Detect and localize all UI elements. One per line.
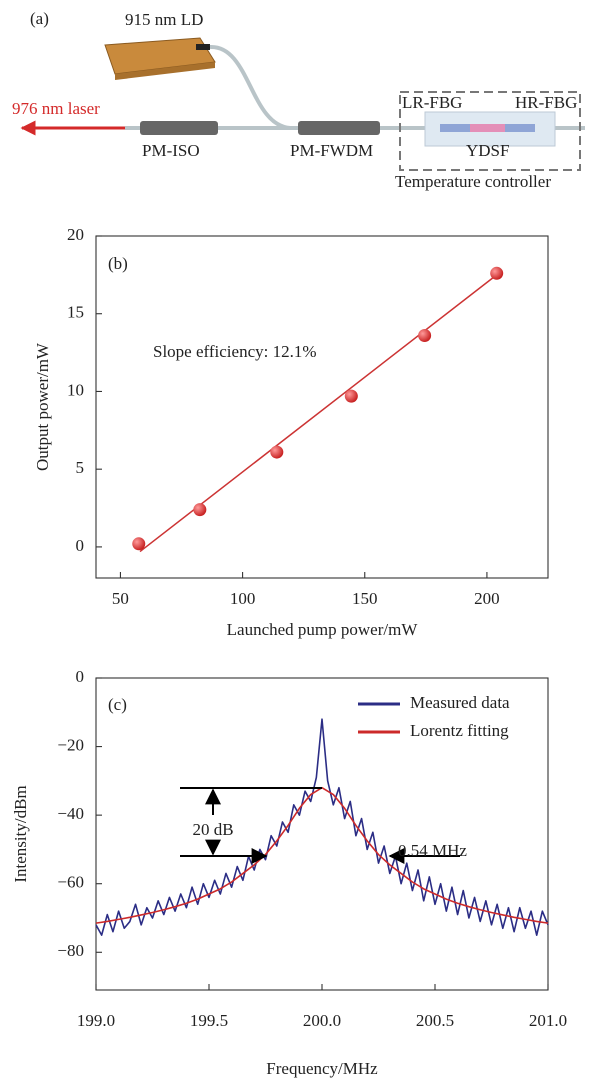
annotation: 0.54 MHz [398, 841, 467, 860]
annotation: 20 dB [192, 820, 233, 839]
data-point [490, 266, 504, 280]
x-tick-label: 50 [112, 589, 129, 608]
y-tick-label: 0 [76, 667, 85, 686]
pump-diode-base [115, 62, 215, 80]
x-tick-label: 200.0 [303, 1011, 341, 1030]
panel-label: (c) [108, 695, 127, 714]
pump-label: 915 nm LD [125, 10, 203, 29]
pump-connector [196, 44, 210, 50]
y-tick-label: 0 [76, 536, 85, 555]
legend-label: Lorentz fitting [410, 721, 509, 740]
y-axis-title: Intensity/dBm [11, 785, 30, 882]
panel-label: (a) [30, 9, 49, 28]
y-tick-label: 10 [67, 380, 84, 399]
pump-fiber [209, 44, 291, 130]
x-tick-label: 199.0 [77, 1011, 115, 1030]
x-tick-label: 200 [474, 589, 500, 608]
hr-fbg-label: HR-FBG [515, 93, 577, 112]
lr-fbg [440, 124, 470, 132]
data-point [132, 537, 146, 551]
x-tick-label: 199.5 [190, 1011, 228, 1030]
y-tick-label: −80 [57, 941, 84, 960]
doped-fiber [470, 124, 505, 132]
controller-box [399, 91, 581, 171]
data-line [95, 786, 549, 924]
y-tick-label: −60 [57, 873, 84, 892]
y-tick-label: −20 [57, 735, 84, 754]
hr-fbg [505, 124, 535, 132]
linewidth-markers: 20 dB 20 dB 0.54 MHz [180, 787, 467, 864]
isolator-label: PM-ISO [142, 141, 200, 160]
x-tick-label: 100 [230, 589, 256, 608]
data-point [344, 389, 358, 403]
controller-label: Temperature controller [395, 172, 551, 191]
x-tick-label: 201.0 [529, 1011, 567, 1030]
data-line [95, 718, 549, 936]
panel-label: (b) [108, 254, 128, 273]
x-tick-label: 150 [352, 589, 378, 608]
x-axis-title: Launched pump power/mW [227, 620, 419, 639]
legend-label: Measured data [410, 693, 510, 712]
y-tick-label: 20 [67, 225, 84, 244]
fiber-label: YDSF [466, 141, 509, 160]
x-axis-title: Frequency/MHz [266, 1059, 378, 1078]
data-point [193, 503, 207, 517]
output-label: 976 nm laser [12, 99, 100, 118]
setup-diagram: (a) 915 nm LD 976 nm laser PM-ISO PM-FWD… [12, 9, 585, 191]
label-halo: 20 dB [192, 820, 233, 839]
data-point [270, 445, 284, 459]
y-tick-label: 5 [76, 458, 85, 477]
x-tick-label: 200.5 [416, 1011, 454, 1030]
isolator [140, 121, 218, 135]
y-axis-title: Output power/mW [33, 342, 52, 471]
plot-frame [95, 235, 549, 579]
y-tick-label: 15 [67, 303, 84, 322]
lr-fbg-label: LR-FBG [402, 93, 462, 112]
wdm [298, 121, 380, 135]
y-tick-label: −40 [57, 804, 84, 823]
annotation: Slope efficiency: 12.1% [153, 342, 317, 361]
data-point [418, 328, 432, 342]
wdm-label: PM-FWDM [290, 141, 373, 160]
